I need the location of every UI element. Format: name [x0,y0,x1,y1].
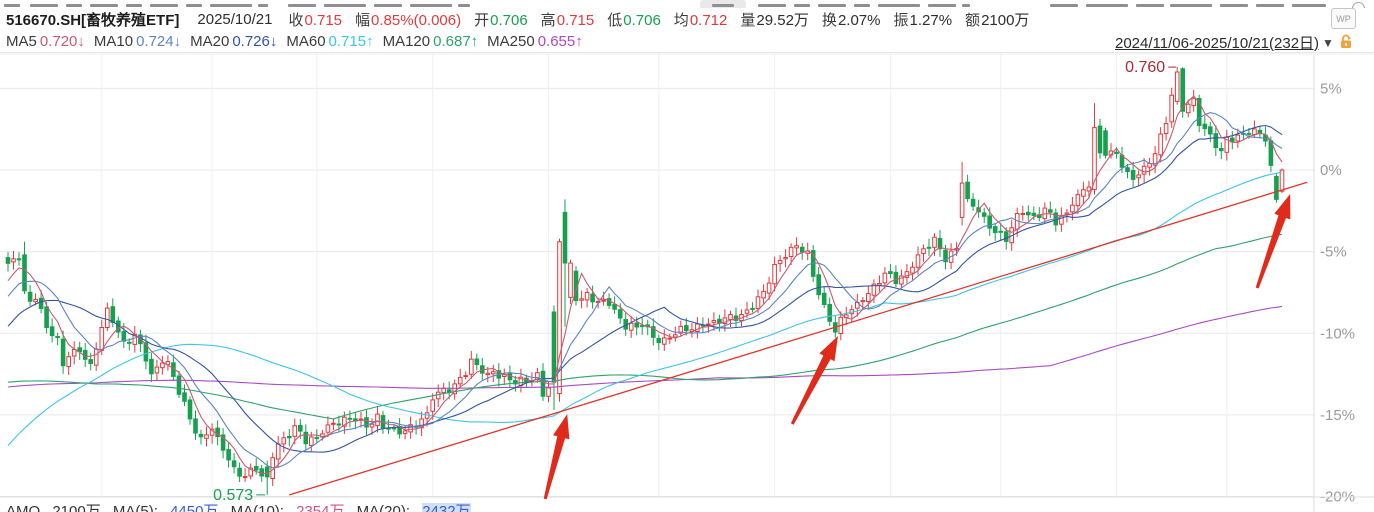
field-low: 低0.706 [607,11,661,29]
toolbar-item-clipped[interactable] [878,4,920,7]
quote-date: 2025/10/21 [197,10,273,28]
toolbar-item-clipped[interactable] [1050,4,1078,7]
ma10-readout: MA10 0.724↓ [93,32,182,50]
vol-ma5-label: MA(5): [112,503,158,512]
toolbar-item-clipped[interactable] [1170,4,1212,7]
ma250-readout: MA250 0.655↑ [487,32,583,50]
toolbar-item-clipped[interactable] [1292,4,1326,7]
toolbar-item-clipped[interactable] [712,4,734,7]
ma-indicator-bar: MA5 0.720↓ MA10 0.724↓ MA20 0.726↓ MA60 0.71… [6,31,592,51]
ma120-readout: MA120 0.687↑ [382,32,479,50]
ma120-line [7,233,1283,420]
ma250-line [7,305,1283,389]
clipped-toolbar[interactable] [0,0,1374,8]
toolbar-item-clipped[interactable] [90,4,118,7]
toolbar-item-clipped[interactable] [962,4,970,7]
vol-ma5-value: 4450万 [170,503,219,512]
quote-header: 516670.SH[畜牧养殖ETF] 2025/10/21 收0.715 幅0.… [6,9,1042,29]
y-axis-tick: -10% [1320,325,1355,342]
toolbar-item-clipped[interactable] [150,4,178,7]
field-high: 高0.715 [540,11,595,29]
ma5-line [7,95,1283,475]
toolbar-item-clipped[interactable] [758,4,786,7]
vol-ma20-value: 2432万 [422,503,471,512]
toolbar-item-clipped[interactable] [794,4,810,7]
ma20-line [7,124,1283,453]
toolbar-item-clipped[interactable] [258,4,268,7]
toolbar-item-clipped[interactable] [66,4,82,7]
y-axis-tick: 5% [1320,80,1342,97]
toolbar-item-clipped[interactable] [1220,4,1248,7]
field-amount: 额2100万 [965,11,1030,29]
toolbar-item-clipped[interactable] [374,4,402,7]
toolbar-item-clipped[interactable] [854,4,870,7]
annotation-arrow [543,414,570,500]
toolbar-item-clipped[interactable] [818,4,846,7]
field-amplitude: 振1.27% [893,11,953,29]
wps-float-badge[interactable]: WP [1331,8,1356,29]
toolbar-item-clipped[interactable] [1256,4,1284,7]
field-close: 收0.715 [288,11,343,29]
range-text-link[interactable]: 2024/11/06-2025/10/21(232日) [1115,35,1320,52]
ma5-readout: MA5 0.720↓ [6,32,85,50]
field-volume: 量29.52万 [740,11,809,29]
toolbar-item-clipped[interactable] [4,4,20,7]
y-axis-tick: -15% [1320,407,1355,424]
field-turnover: 换2.07% [821,11,881,29]
toolbar-item-clipped[interactable] [324,4,366,7]
amo-label: AMO [6,503,41,512]
trendline [289,181,1308,496]
unlock-icon[interactable] [1339,33,1353,53]
low-price-label: 0.573 [213,487,253,504]
toolbar-item-clipped[interactable] [1136,4,1164,7]
chevron-down-icon[interactable]: ▼ [1322,35,1334,50]
toolbar-circle-icon[interactable] [1352,2,1365,8]
toolbar-item-clipped[interactable] [210,4,252,7]
field-change: 幅0.85%(0.006) [355,11,462,29]
header-separator [0,52,1374,53]
range-selector: 2024/11/06-2025/10/21(232日) ▼ [1115,32,1353,53]
amo-value: 2100万 [52,503,101,512]
ma60-readout: MA60 0.715↑ [286,32,374,50]
vol-ma10-value: 2354万 [296,503,345,512]
annotation-arrow [790,336,838,425]
ma20-readout: MA20 0.726↓ [190,32,278,50]
candles [5,67,1285,495]
toolbar-item-clipped[interactable] [458,4,470,7]
toolbar-item-clipped[interactable] [410,4,452,7]
vol-ma10-label: MA(10): [230,503,284,512]
annotation-arrow [1255,194,1291,289]
toolbar-item-clipped[interactable] [186,4,202,7]
y-axis-tick: 0% [1320,162,1342,179]
toolbar-item-clipped[interactable] [30,4,58,7]
field-open: 开0.706 [474,11,528,29]
vol-ma20-label: MA(20): [356,503,411,512]
toolbar-item-clipped[interactable] [1086,4,1128,7]
y-axis-tick: -5% [1320,244,1347,261]
ma60-line [7,171,1283,446]
field-avg: 均0.712 [673,11,728,29]
volume-pane-header-clipped: AMO 2100万 MA(5): 4450万 MA(10): 2354万 MA(… [6,500,1366,512]
symbol-title: 516670.SH[畜牧养殖ETF] [6,11,180,29]
toolbar-item-clipped[interactable] [928,4,956,7]
high-price-label: 0.760 [1125,59,1165,76]
toolbar-item-clipped[interactable] [126,4,142,7]
toolbar-item-clipped[interactable] [288,4,316,7]
